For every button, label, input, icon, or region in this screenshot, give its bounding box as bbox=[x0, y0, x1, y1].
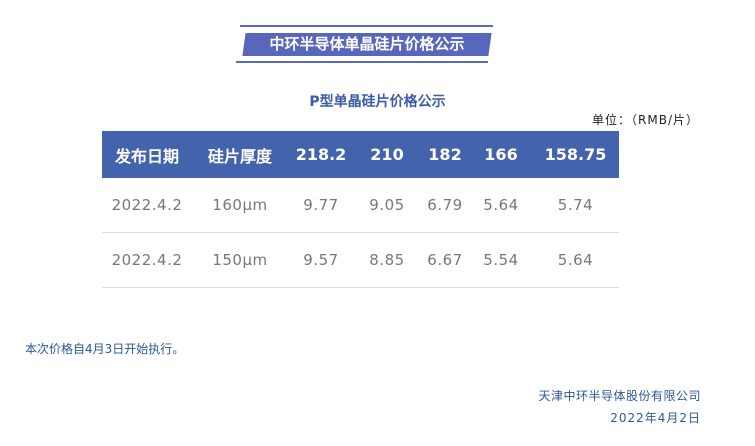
header-thickness: 硅片厚度 bbox=[192, 131, 288, 178]
header-size: 210 bbox=[354, 131, 420, 178]
table-header-row: 发布日期 硅片厚度 218.2 210 182 166 158.75 bbox=[102, 131, 619, 178]
effective-note: 本次价格自4月3日开始执行。 bbox=[25, 342, 185, 356]
table-row: 2022.4.2 160μm 9.77 9.05 6.79 5.64 5.74 bbox=[102, 178, 619, 233]
table-cell: 8.85 bbox=[354, 232, 420, 288]
company-name: 天津中环半导体股份有限公司 bbox=[538, 389, 701, 403]
header-size: 166 bbox=[470, 131, 532, 178]
banner-bottom-line bbox=[236, 61, 488, 63]
publish-date: 2022年4月2日 bbox=[610, 411, 701, 425]
table-title: P型单晶硅片价格公示 bbox=[309, 94, 446, 110]
header-size: 158.75 bbox=[532, 131, 619, 178]
table-cell: 5.64 bbox=[470, 178, 532, 233]
banner-top-line bbox=[240, 25, 493, 27]
table-cell: 9.77 bbox=[288, 178, 354, 233]
table-cell: 6.79 bbox=[420, 178, 470, 233]
banner-title: 中环半导体单晶硅片价格公示 bbox=[269, 35, 465, 53]
table-cell: 2022.4.2 bbox=[102, 178, 192, 233]
table-cell: 5.64 bbox=[532, 232, 619, 288]
unit-label: 单位：（RMB/片） bbox=[592, 113, 699, 127]
table-cell: 5.54 bbox=[470, 232, 532, 288]
price-table: 发布日期 硅片厚度 218.2 210 182 166 158.75 2022.… bbox=[102, 131, 619, 288]
table-cell: 5.74 bbox=[532, 178, 619, 233]
table-cell: 150μm bbox=[192, 232, 288, 288]
table-cell: 2022.4.2 bbox=[102, 232, 192, 288]
table-cell: 160μm bbox=[192, 178, 288, 233]
header-size: 218.2 bbox=[288, 131, 354, 178]
table-cell: 9.57 bbox=[288, 232, 354, 288]
table-cell: 6.67 bbox=[420, 232, 470, 288]
table-cell: 9.05 bbox=[354, 178, 420, 233]
header-size: 182 bbox=[420, 131, 470, 178]
table-row: 2022.4.2 150μm 9.57 8.85 6.67 5.54 5.64 bbox=[102, 232, 619, 288]
header-date: 发布日期 bbox=[102, 131, 192, 178]
